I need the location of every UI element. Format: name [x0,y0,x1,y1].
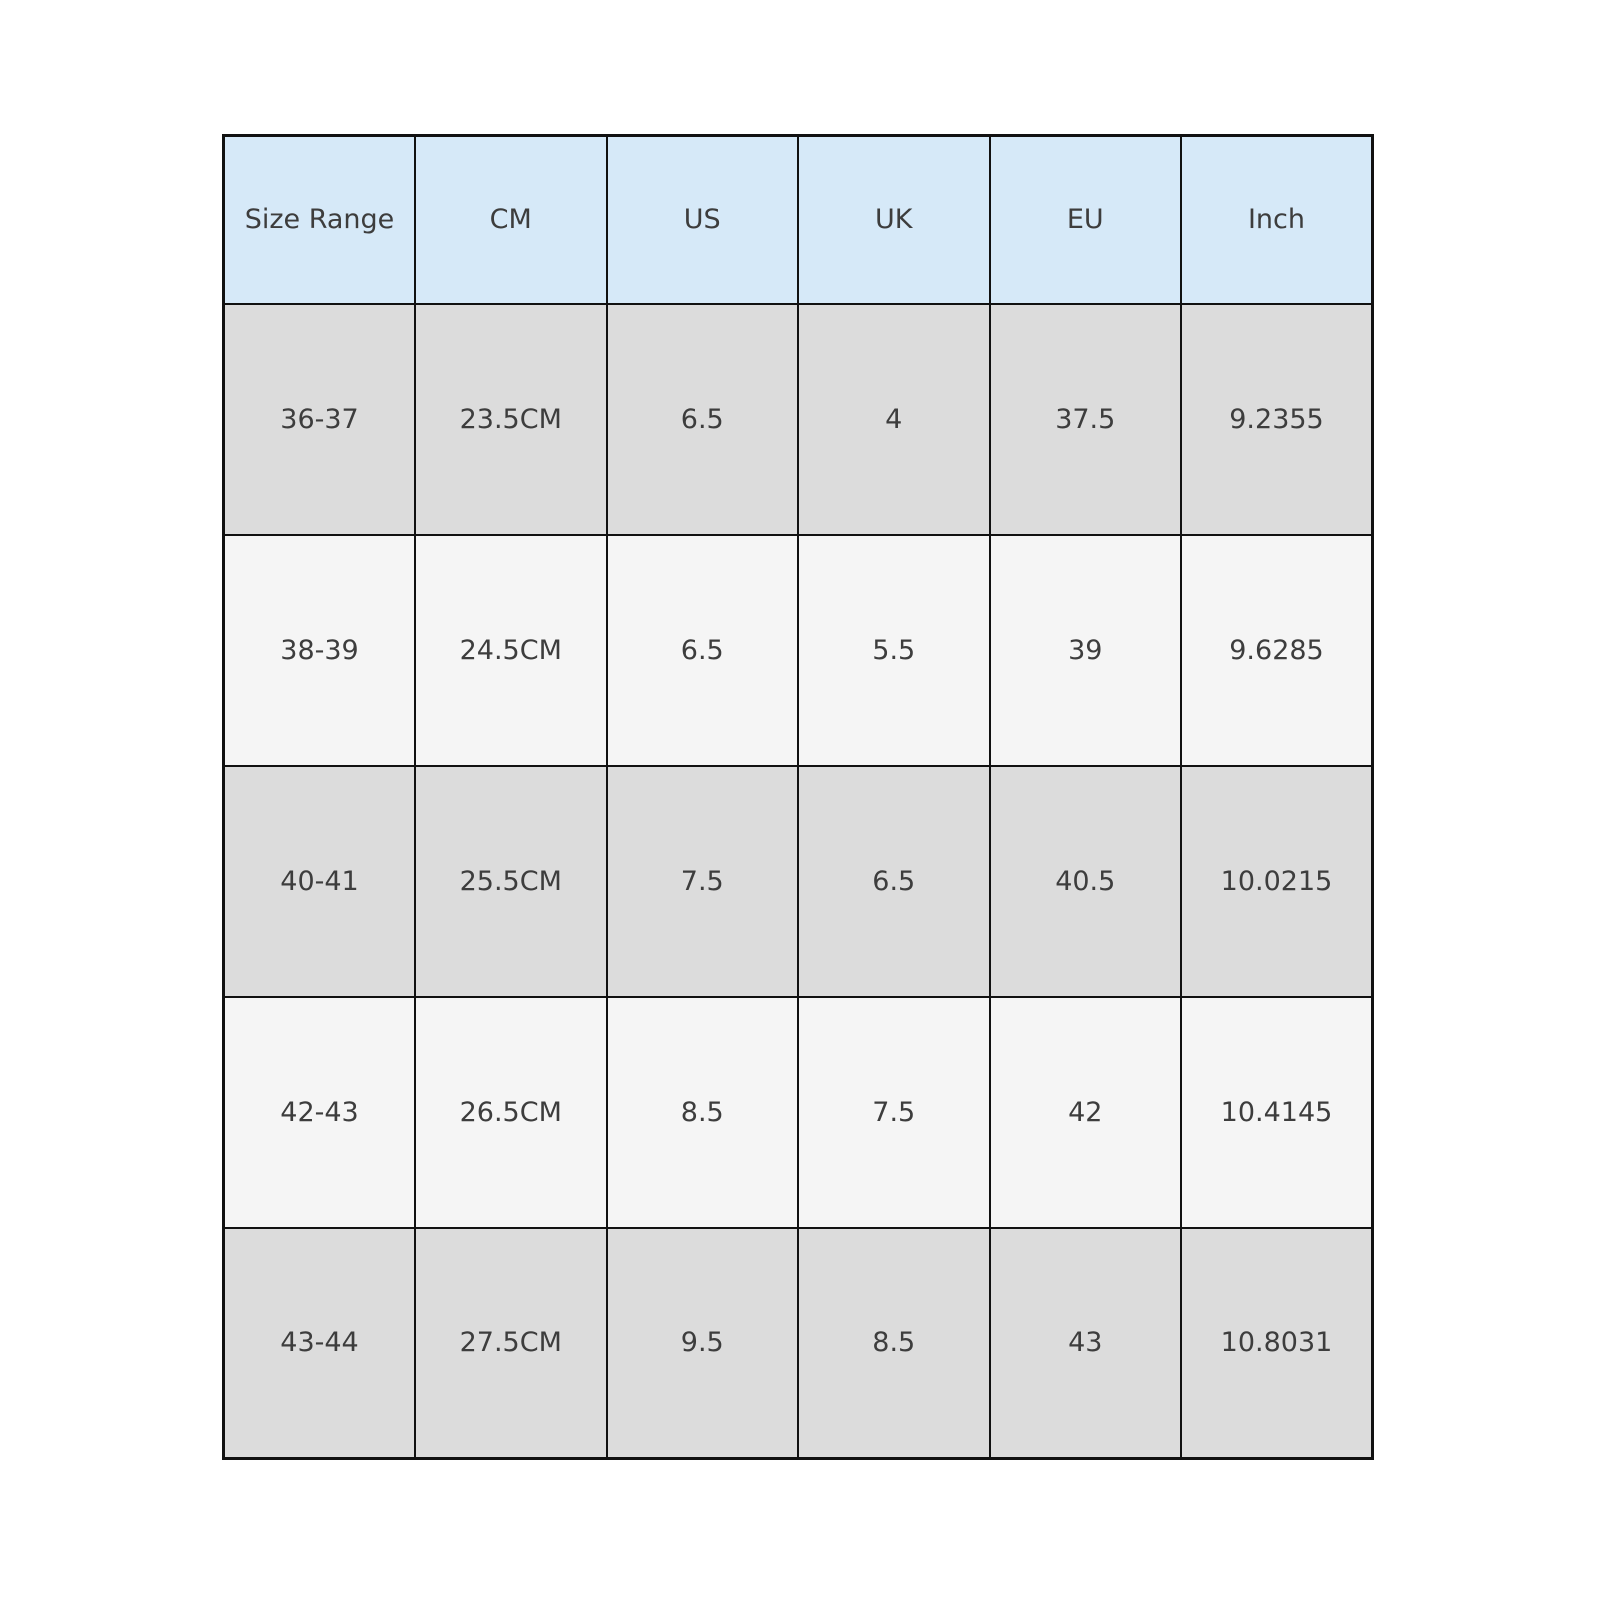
table-cell: 7.5 [797,995,991,1229]
table-cell: 43 [988,1226,1182,1460]
table-cell: 10.8031 [1180,1226,1374,1460]
size-conversion-table: Size Range CM US UK EU Inch 36-37 23.5CM… [222,134,1374,1460]
column-header-cm: CM [414,134,608,305]
table-cell: 8.5 [797,1226,991,1460]
table-cell: 27.5CM [414,1226,608,1460]
table-cell: 6.5 [605,302,799,536]
table-cell: 37.5 [988,302,1182,536]
table-header: Size Range CM US UK EU Inch [222,134,1374,305]
table-cell: 9.6285 [1180,533,1374,767]
table-row: 42-43 26.5CM 8.5 7.5 42 10.4145 [222,995,1374,1229]
column-header-uk: UK [797,134,991,305]
table-cell: 9.5 [605,1226,799,1460]
table-cell: 24.5CM [414,533,608,767]
table-cell: 39 [988,533,1182,767]
table-cell: 38-39 [222,533,416,767]
table-cell: 23.5CM [414,302,608,536]
column-header-inch: Inch [1180,134,1374,305]
table-cell: 25.5CM [414,764,608,998]
table-cell: 7.5 [605,764,799,998]
table-cell: 10.0215 [1180,764,1374,998]
table-cell: 26.5CM [414,995,608,1229]
table-row: 40-41 25.5CM 7.5 6.5 40.5 10.0215 [222,764,1374,998]
table-cell: 5.5 [797,533,991,767]
table-row: 38-39 24.5CM 6.5 5.5 39 9.6285 [222,533,1374,767]
table-cell: 4 [797,302,991,536]
table-cell: 9.2355 [1180,302,1374,536]
table-cell: 42 [988,995,1182,1229]
table-cell: 40.5 [988,764,1182,998]
table-cell: 8.5 [605,995,799,1229]
table-row: 36-37 23.5CM 6.5 4 37.5 9.2355 [222,302,1374,536]
table-cell: 43-44 [222,1226,416,1460]
table-cell: 6.5 [797,764,991,998]
column-header-size-range: Size Range [222,134,416,305]
table-cell: 10.4145 [1180,995,1374,1229]
table-body: 36-37 23.5CM 6.5 4 37.5 9.2355 38-39 24.… [222,302,1374,1460]
table-cell: 6.5 [605,533,799,767]
column-header-us: US [605,134,799,305]
header-row: Size Range CM US UK EU Inch [222,134,1374,305]
table-cell: 42-43 [222,995,416,1229]
table-cell: 40-41 [222,764,416,998]
table-row: 43-44 27.5CM 9.5 8.5 43 10.8031 [222,1226,1374,1460]
column-header-eu: EU [988,134,1182,305]
table-cell: 36-37 [222,302,416,536]
